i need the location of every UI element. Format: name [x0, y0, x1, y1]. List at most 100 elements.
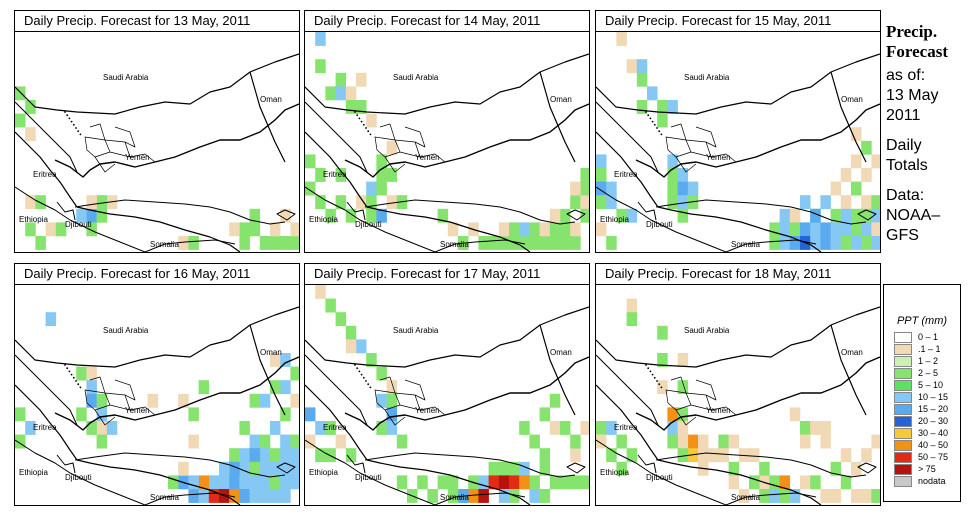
precip-cell	[178, 393, 189, 408]
precip-cell	[606, 236, 617, 250]
precip-cell	[270, 475, 281, 490]
precip-cell	[519, 421, 530, 435]
ethiopia-border	[15, 186, 146, 252]
precip-cell	[219, 475, 230, 490]
precip-cell	[280, 475, 291, 490]
precip-cell	[25, 195, 36, 210]
legend-swatch	[894, 476, 912, 487]
precip-cell	[468, 489, 479, 503]
precip-cell	[677, 448, 689, 463]
precip-cell	[657, 380, 668, 395]
legend-label: 40 – 50	[918, 440, 949, 450]
legend-swatch	[894, 392, 912, 403]
label-oman: Oman	[260, 95, 282, 104]
precip-cell	[677, 380, 689, 395]
label-saudi-arabia: Saudi Arabia	[103, 73, 149, 82]
saudi-yemen-border	[15, 306, 299, 368]
label-djibouti: Djibouti	[355, 220, 382, 229]
island-dot	[79, 386, 82, 389]
djibouti-border	[56, 201, 76, 221]
oman-border	[249, 324, 286, 416]
precip-cell	[769, 222, 780, 237]
precip-cell	[270, 236, 281, 250]
precip-cell	[229, 448, 240, 463]
precip-cell	[366, 208, 377, 223]
africa-coast	[15, 384, 241, 505]
precip-cell	[178, 236, 189, 250]
island-dot	[77, 383, 80, 386]
yemen-governorates	[84, 376, 156, 426]
island-dot	[68, 117, 71, 120]
precip-cell	[345, 100, 357, 114]
legend-swatch	[894, 464, 912, 475]
precip-cell	[498, 461, 510, 476]
precip-cell	[789, 489, 801, 503]
data-source-line1: Data:	[886, 187, 925, 204]
precip-cell	[188, 407, 199, 422]
precip-cell	[606, 181, 617, 196]
precip-cell	[830, 236, 842, 250]
precip-cell	[570, 434, 581, 449]
precip-cell	[718, 434, 729, 449]
precip-cell	[366, 195, 377, 210]
label-djibouti: Djibouti	[646, 220, 673, 229]
label-oman: Oman	[841, 95, 863, 104]
legend-item: 30 – 40	[894, 427, 960, 439]
precip-cell	[345, 448, 357, 463]
precip-cell	[549, 421, 561, 435]
precip-cell	[769, 489, 780, 503]
precip-cell	[290, 448, 299, 463]
africa-coast	[596, 131, 822, 252]
legend-item: > 75	[894, 463, 960, 475]
label-ethiopia: Ethiopia	[600, 468, 629, 477]
precip-cell	[738, 489, 750, 503]
precip-cell	[86, 421, 97, 435]
precip-cell	[861, 489, 872, 503]
precip-map-13-may: Saudi Arabia Oman Yemen Eritrea Ethiopia Djib…	[15, 53, 299, 252]
precip-cell	[376, 168, 387, 182]
precip-cell	[345, 339, 357, 354]
forecast-date-line1: 13 May	[886, 87, 939, 104]
precip-legend: PPT (mm) 0 – 1 .1 – 1 1 – 2 2 – 5 5 – 10 10 –…	[883, 284, 961, 502]
legend-label: 50 – 75	[918, 452, 949, 462]
precip-cell	[290, 461, 299, 476]
legend-item: 10 – 15	[894, 391, 960, 403]
label-somalia: Somalia	[731, 493, 760, 502]
precip-cell	[677, 407, 689, 422]
precip-cell	[386, 393, 398, 408]
precip-cell	[871, 195, 880, 210]
precip-cell	[830, 222, 842, 237]
precip-cell	[45, 222, 57, 237]
island-dot	[64, 111, 66, 113]
precip-cell	[596, 168, 607, 182]
forecast-panel-18-may: Daily Precip. Forecast for 18 May, 2011 …	[595, 263, 881, 506]
precip-cell	[239, 475, 250, 490]
legend-label: 0 – 1	[918, 332, 939, 342]
yemen-governorates	[84, 123, 156, 173]
djibouti-border	[56, 454, 76, 474]
precip-cell	[417, 475, 428, 490]
label-oman: Oman	[841, 348, 863, 357]
precip-cell	[830, 181, 842, 196]
precip-cell	[188, 434, 199, 449]
saudi-yemen-border	[15, 53, 299, 115]
africa-coast	[305, 131, 531, 252]
precip-cell	[840, 475, 852, 490]
label-djibouti: Djibouti	[65, 220, 92, 229]
precip-cell	[789, 236, 801, 250]
precip-cell	[270, 380, 281, 395]
precip-cell	[810, 208, 821, 223]
island-dot	[75, 380, 77, 382]
precip-cell	[657, 113, 668, 128]
precip-cell	[606, 448, 617, 463]
precip-cell	[249, 475, 261, 490]
precip-cell	[570, 181, 581, 196]
precip-cell	[376, 393, 387, 408]
legend-label: 5 – 10	[918, 380, 944, 390]
precip-cell	[270, 461, 281, 476]
legend-item: 50 – 75	[894, 451, 960, 463]
red-sea-coast-east	[305, 354, 368, 426]
precip-cell	[488, 236, 500, 250]
precip-cell	[687, 434, 699, 449]
forecast-panel-15-may: Daily Precip. Forecast for 15 May, 2011 …	[595, 10, 881, 253]
